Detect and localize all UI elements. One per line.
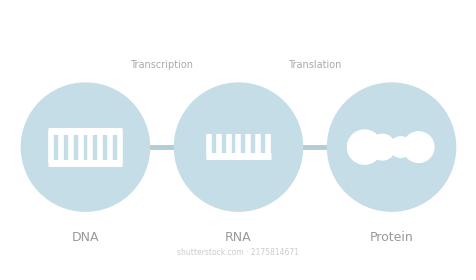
Text: Protein: Protein (369, 231, 413, 244)
Circle shape (369, 134, 394, 160)
Circle shape (327, 83, 455, 211)
Circle shape (21, 83, 149, 211)
Circle shape (174, 83, 302, 211)
Circle shape (347, 130, 381, 164)
Text: DNA: DNA (71, 231, 99, 244)
Text: Translation: Translation (288, 60, 341, 70)
Text: RNA: RNA (225, 231, 251, 244)
Circle shape (390, 137, 410, 157)
Text: shutterstock.com · 2175814671: shutterstock.com · 2175814671 (177, 248, 299, 258)
Circle shape (403, 132, 433, 162)
Text: Transcription: Transcription (130, 60, 193, 70)
